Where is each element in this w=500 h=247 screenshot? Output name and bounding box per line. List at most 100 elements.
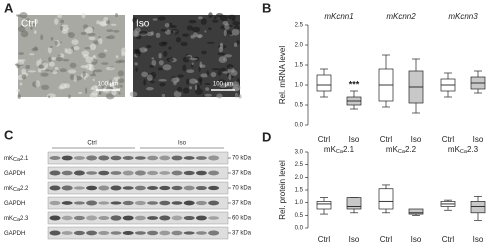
label-sub: Ca [13,157,21,163]
cell [132,17,138,23]
band [195,231,207,235]
cell [168,24,177,29]
cell [40,34,44,41]
label-main: mKcnn3 [448,12,478,21]
cell [141,22,145,27]
cell [232,21,240,26]
cell [85,56,94,64]
cell [81,12,86,19]
cell [103,16,109,22]
cell [54,40,58,46]
band [147,170,159,176]
cell [60,19,65,24]
x-tick-label: Ctrl [318,135,331,144]
cell [205,87,210,91]
cell [36,60,40,67]
box [378,188,394,210]
cell [227,14,236,20]
cell [117,70,125,77]
label-main: mK [4,156,13,162]
cell [17,26,26,33]
band [195,170,207,176]
band [98,170,110,176]
band [183,215,195,221]
band [195,185,207,191]
label: mKCa2.2 [386,145,417,155]
size-label: 37 kDa [232,231,252,237]
cell [238,94,242,99]
cell [159,82,166,87]
box [470,201,486,214]
cell [206,70,210,77]
cell [150,31,154,35]
cell [54,67,59,71]
band [98,215,110,221]
panel-label: D [262,129,271,144]
cell [82,70,86,78]
band [61,185,73,191]
label-sub: Ca [13,217,21,223]
label-tail: 2.3 [467,145,479,154]
cell [50,36,54,41]
band [147,216,159,220]
cell [121,51,126,57]
label-sub: Ca [13,187,21,193]
band [183,231,195,235]
band [110,231,122,235]
cell [147,74,153,81]
cell [98,91,102,95]
cell [57,13,63,19]
cell [182,64,187,72]
band [61,215,73,221]
cell [57,54,61,57]
band [171,215,183,221]
cell [151,57,155,60]
cell [80,65,89,69]
x-tick-label: Iso [411,235,422,244]
label: mKCa2.3 [4,216,29,224]
cell [69,74,75,80]
cell [217,70,222,76]
cell [224,23,230,30]
label-main: GAPDH [4,171,25,177]
band [134,215,146,221]
cell [73,46,80,51]
label: GAPDH [4,171,25,177]
cell [223,29,227,37]
cell [217,79,226,84]
cell [211,68,221,71]
cell [188,19,197,24]
band [110,155,122,161]
band [49,156,61,160]
cell [33,30,37,34]
cell [149,80,155,84]
cell [166,57,174,62]
band [110,171,122,175]
cell [135,49,141,57]
cell [233,42,238,48]
cell [59,68,67,73]
cell [55,56,63,62]
y-tick-label: 2.5 [295,23,304,29]
cell [68,94,71,99]
band [171,230,183,236]
band [195,156,207,160]
cell [48,56,52,63]
cell [194,80,199,83]
band [61,201,73,205]
band [61,231,73,235]
cell [85,87,88,94]
band [73,230,85,236]
cell [190,57,198,61]
label: mKcnn1 [324,12,353,21]
cell [197,16,203,20]
cell [158,52,162,59]
cell [161,41,168,45]
cell [199,61,203,69]
band [98,185,110,191]
label-sub: Ca [460,149,468,155]
band [49,185,61,191]
cell [187,56,192,59]
band [122,215,134,221]
band [183,156,195,160]
